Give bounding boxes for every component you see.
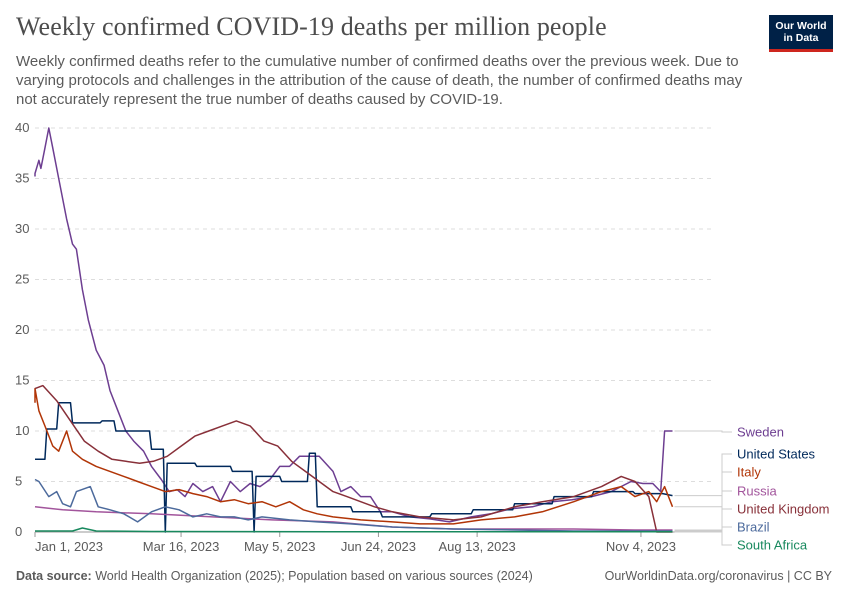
source-label: Data source:: [16, 569, 92, 583]
series-line[interactable]: [34, 506, 673, 531]
y-tick-label: 0: [15, 524, 22, 539]
y-tick-label: 35: [15, 171, 29, 186]
x-tick-label: Nov 4, 2023: [606, 539, 676, 554]
y-tick-label: 25: [15, 272, 29, 287]
series-line[interactable]: [34, 478, 673, 532]
legend-label[interactable]: United Kingdom: [737, 502, 830, 517]
gridlines: [35, 127, 712, 482]
chart-subtitle: Weekly confirmed deaths refer to the cum…: [16, 53, 743, 108]
x-axis: Jan 1, 2023 Mar 16, 2023 May 5, 2023 Jun 24…: [34, 531, 712, 554]
legend-label[interactable]: Sweden: [737, 425, 784, 440]
line-chart: 0 5 10 15 20 25 30 35 40 Jan 1, 2023 Mar 16, 2023…: [15, 120, 830, 554]
legend-label[interactable]: United States: [737, 447, 816, 462]
series-line[interactable]: [34, 387, 674, 525]
legend: Sweden United States Italy Russia United Kin…: [674, 425, 830, 553]
logo-line-2: in Data: [783, 32, 819, 44]
source-text: World Health Organization (2025); Popula…: [95, 569, 533, 583]
legend-connector: [674, 471, 732, 508]
logo-line-1: Our World: [775, 20, 827, 32]
legend-label[interactable]: Italy: [737, 465, 761, 480]
legend-connector: [674, 430, 732, 433]
x-tick-label: Jan 1, 2023: [35, 539, 103, 554]
x-tick-label: Mar 16, 2023: [143, 539, 220, 554]
y-tick-label: 20: [15, 322, 29, 337]
owid-logo[interactable]: Our World in Data: [769, 15, 833, 52]
series-lines: [34, 127, 674, 533]
footer-source: Data source: World Health Organization (…: [16, 569, 533, 583]
legend-label[interactable]: South Africa: [737, 538, 808, 553]
series-line[interactable]: [35, 527, 673, 533]
y-tick-label: 5: [15, 474, 22, 489]
legend-connector: [674, 490, 732, 531]
series-line[interactable]: [34, 127, 673, 523]
legend-connector: [674, 453, 732, 497]
y-tick-label: 15: [15, 373, 29, 388]
x-tick-label: Aug 13, 2023: [438, 539, 515, 554]
y-axis: 0 5 10 15 20 25 30 35 40: [15, 120, 29, 539]
y-tick-label: 10: [15, 423, 29, 438]
legend-connector: [674, 531, 732, 546]
x-tick-label: May 5, 2023: [244, 539, 316, 554]
x-tick-label: Jun 24, 2023: [341, 539, 416, 554]
footer-link[interactable]: OurWorldinData.org/coronavirus | CC BY: [604, 569, 832, 583]
chart-title: Weekly confirmed COVID-19 deaths per mil…: [16, 12, 607, 41]
legend-connector: [674, 508, 732, 533]
legend-connector: [674, 526, 732, 532]
y-tick-label: 30: [15, 221, 29, 236]
series-line[interactable]: [35, 401, 673, 533]
series-line[interactable]: [34, 384, 673, 533]
y-tick-label: 40: [15, 120, 29, 135]
legend-label[interactable]: Russia: [737, 484, 778, 499]
legend-label[interactable]: Brazil: [737, 520, 770, 535]
